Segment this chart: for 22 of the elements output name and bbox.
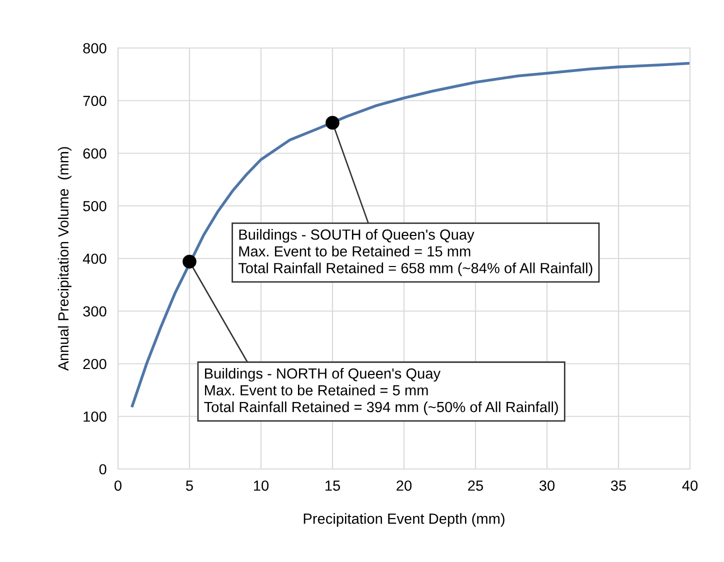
- y-tick-label: 200: [83, 358, 106, 370]
- x-tick-label: 15: [326, 480, 340, 491]
- x-tick-label: 0: [114, 480, 122, 491]
- annotation: Buildings - NORTH of Queen's Quay Max. Event to be Retained = 5 mm Total Rainfall Retained = 394 mm (~50% of All Rainfall): [204, 368, 558, 416]
- annotation: Buildings - SOUTH of Queen's Quay Max. Event to be Retained = 15 mm Total Rainfall Retained = 658 mm (~84% of All Rainfall): [238, 229, 592, 276]
- x-tick-label: 5: [186, 480, 193, 491]
- x-tick-label: 30: [539, 480, 555, 491]
- x-tick-label: 35: [610, 480, 626, 491]
- y-tick-label: 600: [83, 148, 106, 159]
- y-tick-label: 700: [83, 96, 106, 106]
- y-tick-label: 0: [99, 464, 106, 474]
- y-tick-label: 300: [83, 306, 106, 317]
- x-tick-label: 10: [254, 480, 269, 491]
- y-axis-title: Annual Precipitation Volume (mm): [58, 147, 72, 371]
- x-tick-label: 20: [396, 480, 412, 491]
- y-tick-label: 500: [83, 200, 106, 212]
- x-tick-label: 40: [682, 480, 698, 491]
- y-tick-label: 800: [83, 43, 106, 54]
- y-tick-label: 400: [82, 254, 106, 264]
- y-tick-label: 100: [84, 411, 106, 422]
- x-axis-title: Precipitation Event Depth (mm): [304, 513, 504, 527]
- x-tick-label: 25: [468, 480, 483, 491]
